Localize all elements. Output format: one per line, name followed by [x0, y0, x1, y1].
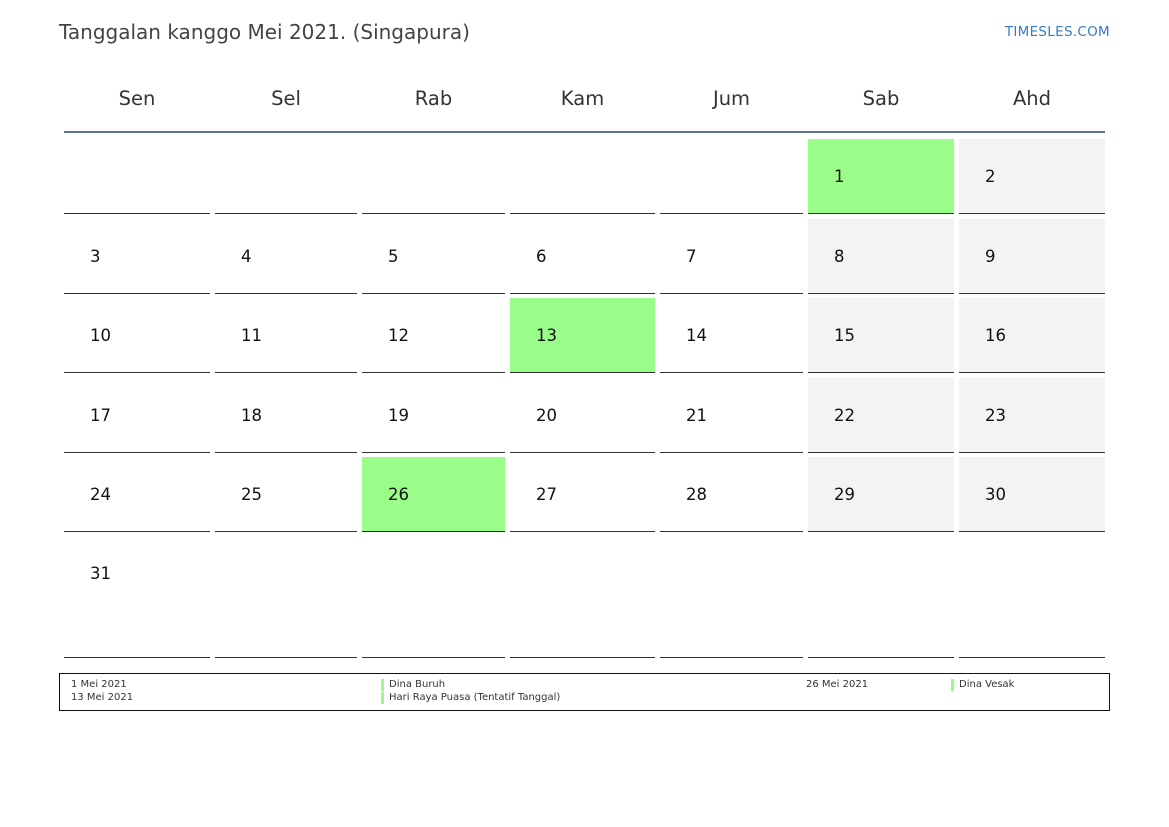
legend-date: 26 Mei 2021: [806, 679, 869, 690]
day-number: 11: [241, 326, 262, 345]
day-number: 3: [90, 247, 101, 266]
day-number: 29: [834, 485, 855, 504]
day-cell[interactable]: 15: [808, 298, 954, 373]
day-cell[interactable]: 8: [808, 219, 954, 294]
day-cell[interactable]: 12: [362, 298, 505, 373]
day-number: 24: [90, 485, 111, 504]
day-cell[interactable]: 20: [510, 378, 655, 453]
day-number: 26: [388, 485, 409, 504]
weekday-header-5: Sab: [862, 87, 900, 110]
day-number: 27: [536, 485, 557, 504]
day-cell[interactable]: 9: [959, 219, 1105, 294]
day-number: 4: [241, 247, 252, 266]
holiday-legend: 1 Mei 2021 Dina Buruh 13 Mei 2021 Hari R…: [59, 673, 1110, 711]
day-number: 10: [90, 326, 111, 345]
day-cell[interactable]: 11: [215, 298, 357, 373]
day-number: 23: [985, 406, 1006, 425]
weekday-header-1: Sel: [271, 87, 301, 110]
empty-day-cell: [215, 537, 357, 658]
legend-date: 13 Mei 2021: [71, 692, 134, 703]
day-number: 14: [686, 326, 707, 345]
day-cell[interactable]: 28: [660, 457, 803, 532]
day-number: 2: [985, 167, 996, 186]
day-number: 13: [536, 326, 557, 345]
day-cell[interactable]: 27: [510, 457, 655, 532]
day-cell[interactable]: 4: [215, 219, 357, 294]
empty-day-cell: [510, 537, 655, 658]
empty-day-cell: [959, 537, 1105, 658]
empty-day-cell: [362, 537, 505, 658]
day-number: 18: [241, 406, 262, 425]
day-cell[interactable]: 21: [660, 378, 803, 453]
day-number: 22: [834, 406, 855, 425]
day-cell[interactable]: 13: [510, 298, 655, 373]
day-cell[interactable]: 17: [64, 378, 210, 453]
day-number: 9: [985, 247, 996, 266]
legend-holiday-name: Hari Raya Puasa (Tentatif Tanggal): [389, 692, 561, 703]
day-cell[interactable]: 29: [808, 457, 954, 532]
page-title: Tanggalan kanggo Mei 2021. (Singapura): [59, 20, 470, 44]
empty-day-cell: [660, 139, 803, 214]
day-cell[interactable]: 5: [362, 219, 505, 294]
day-number: 12: [388, 326, 409, 345]
day-number: 28: [686, 485, 707, 504]
day-cell[interactable]: 22: [808, 378, 954, 453]
day-cell[interactable]: 3: [64, 219, 210, 294]
weekday-header-0: Sen: [118, 87, 156, 110]
day-number: 25: [241, 485, 262, 504]
day-cell[interactable]: 23: [959, 378, 1105, 453]
day-number: 19: [388, 406, 409, 425]
day-cell[interactable]: 30: [959, 457, 1105, 532]
day-number: 21: [686, 406, 707, 425]
day-number: 6: [536, 247, 547, 266]
day-cell[interactable]: 10: [64, 298, 210, 373]
legend-holiday-name: Dina Vesak: [959, 679, 1015, 690]
legend-color-swatch: [951, 679, 954, 691]
legend-date: 1 Mei 2021: [71, 679, 127, 690]
legend-holiday-name: Dina Buruh: [389, 679, 446, 690]
day-cell[interactable]: 19: [362, 378, 505, 453]
empty-day-cell: [215, 139, 357, 214]
day-number: 31: [90, 564, 111, 583]
day-cell[interactable]: 24: [64, 457, 210, 532]
empty-day-cell: [510, 139, 655, 214]
day-cell[interactable]: 18: [215, 378, 357, 453]
day-cell[interactable]: 25: [215, 457, 357, 532]
day-number: 8: [834, 247, 845, 266]
legend-color-swatch: [381, 679, 384, 691]
day-cell[interactable]: 7: [660, 219, 803, 294]
day-number: 30: [985, 485, 1006, 504]
weekday-header-4: Jum: [712, 87, 751, 110]
day-cell[interactable]: 1: [808, 139, 954, 214]
empty-day-cell: [64, 139, 210, 214]
day-number: 17: [90, 406, 111, 425]
day-cell[interactable]: 31: [64, 537, 210, 658]
brand-link[interactable]: TIMESLES.COM: [1004, 24, 1110, 40]
empty-day-cell: [808, 537, 954, 658]
day-cell[interactable]: 2: [959, 139, 1105, 214]
day-number: 7: [686, 247, 697, 266]
day-cell[interactable]: 14: [660, 298, 803, 373]
day-number: 1: [834, 167, 845, 186]
weekday-header-3: Kam: [560, 87, 605, 110]
day-number: 16: [985, 326, 1006, 345]
weekday-header-row: Sen Sel Rab Kam Jum Sab Ahd: [64, 83, 1105, 133]
empty-day-cell: [660, 537, 803, 658]
empty-day-cell: [362, 139, 505, 214]
day-cell[interactable]: 16: [959, 298, 1105, 373]
weekday-header-6: Ahd: [1012, 87, 1052, 110]
day-number: 20: [536, 406, 557, 425]
day-cell[interactable]: 6: [510, 219, 655, 294]
day-number: 5: [388, 247, 399, 266]
day-cell[interactable]: 26: [362, 457, 505, 532]
day-number: 15: [834, 326, 855, 345]
weekday-header-2: Rab: [414, 87, 453, 110]
legend-color-swatch: [381, 692, 384, 704]
